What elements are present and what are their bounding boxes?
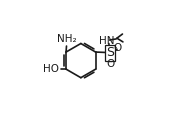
Text: S: S [106,46,114,60]
Text: O: O [106,59,114,69]
Text: O: O [114,43,122,53]
Text: HN: HN [99,36,115,46]
Text: HO: HO [43,64,59,74]
Text: NH₂: NH₂ [57,34,76,44]
